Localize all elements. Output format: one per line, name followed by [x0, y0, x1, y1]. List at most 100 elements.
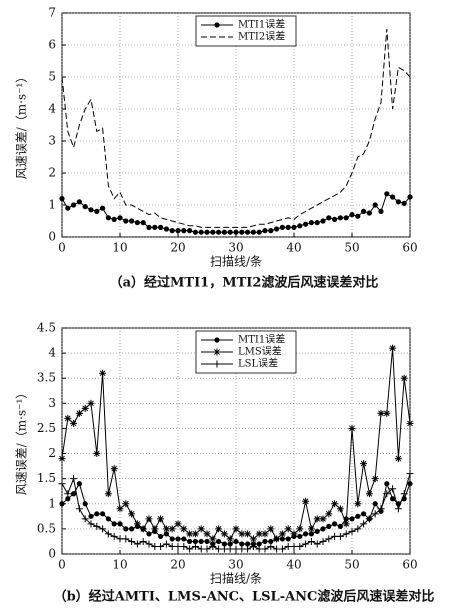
marker: [337, 523, 343, 529]
marker: [146, 531, 152, 537]
marker: [262, 538, 268, 545]
marker: [406, 470, 414, 478]
x-tick-label: 30: [228, 241, 243, 255]
marker: [70, 419, 78, 427]
marker: [394, 505, 402, 513]
marker: [244, 530, 252, 538]
marker: [204, 229, 210, 235]
marker: [75, 409, 83, 417]
marker: [371, 475, 379, 483]
marker: [70, 475, 78, 483]
marker: [81, 515, 89, 523]
y-tick-label: 4.5: [37, 321, 56, 335]
marker: [94, 511, 100, 517]
marker: [203, 530, 211, 538]
x-tick-label: 20: [170, 241, 185, 255]
marker: [133, 520, 141, 528]
marker: [129, 526, 135, 532]
marker: [87, 399, 95, 407]
marker: [100, 205, 106, 211]
marker: [128, 510, 136, 518]
marker: [110, 532, 118, 540]
marker: [180, 542, 188, 550]
marker: [239, 229, 245, 235]
marker: [105, 516, 111, 522]
marker: [284, 525, 292, 533]
marker: [187, 228, 193, 234]
marker: [319, 515, 327, 523]
marker: [256, 541, 262, 547]
marker: [326, 215, 332, 221]
marker: [169, 228, 175, 234]
marker: [372, 501, 378, 507]
marker: [175, 536, 181, 542]
x-tick-label: 50: [344, 558, 359, 572]
marker: [307, 525, 315, 533]
y-tick-label: 4: [48, 102, 56, 116]
marker: [58, 480, 66, 488]
marker: [279, 536, 285, 542]
marker: [99, 525, 107, 533]
y-axis-label: 风速误差/（m·s⁻¹）: [15, 71, 29, 180]
marker: [163, 226, 169, 232]
marker: [186, 530, 194, 538]
marker: [394, 455, 402, 463]
y-tick-label: 2: [48, 446, 56, 460]
marker: [319, 537, 327, 545]
marker: [134, 220, 140, 226]
marker: [192, 229, 198, 235]
marker: [227, 229, 233, 235]
marker: [220, 530, 228, 538]
marker: [221, 541, 227, 547]
marker: [82, 501, 88, 507]
marker: [133, 540, 141, 548]
marker: [337, 215, 343, 221]
marker: [162, 540, 170, 548]
marker: [307, 537, 315, 545]
marker: [332, 521, 338, 527]
marker: [65, 496, 71, 502]
y-tick-label: 6: [48, 38, 56, 52]
y-tick-label: 3: [48, 134, 56, 148]
marker: [268, 538, 274, 545]
marker: [210, 229, 216, 235]
marker: [308, 220, 314, 226]
marker: [366, 210, 372, 216]
marker: [204, 538, 210, 545]
x-tick-label: 10: [112, 241, 127, 255]
marker: [278, 545, 286, 553]
marker: [361, 511, 367, 517]
marker: [152, 224, 158, 230]
marker: [314, 220, 320, 226]
marker: [342, 520, 350, 528]
marker: [64, 490, 72, 498]
marker: [157, 542, 165, 550]
y-tick-label: 5: [48, 70, 56, 84]
marker: [354, 525, 362, 533]
y-tick-label: 0.5: [37, 521, 56, 535]
marker: [297, 533, 303, 540]
marker: [174, 520, 182, 528]
marker: [76, 481, 82, 487]
marker: [140, 220, 146, 226]
marker: [180, 525, 188, 533]
marker: [151, 525, 159, 533]
x-tick-label: 10: [112, 558, 127, 572]
marker: [81, 404, 89, 412]
marker: [181, 536, 187, 542]
x-tick-label: 60: [402, 558, 417, 572]
marker: [58, 455, 66, 463]
marker: [401, 200, 407, 206]
marker: [233, 229, 239, 235]
y-tick-label: 1: [48, 496, 56, 510]
y-tick-label: 1: [48, 198, 56, 212]
marker: [245, 541, 251, 547]
marker: [75, 505, 83, 513]
marker: [197, 525, 205, 533]
marker: [232, 525, 240, 533]
marker: [123, 218, 129, 224]
marker: [389, 344, 397, 352]
marker: [331, 500, 339, 508]
marker: [390, 194, 396, 200]
y-tick-label: 7: [48, 6, 56, 20]
